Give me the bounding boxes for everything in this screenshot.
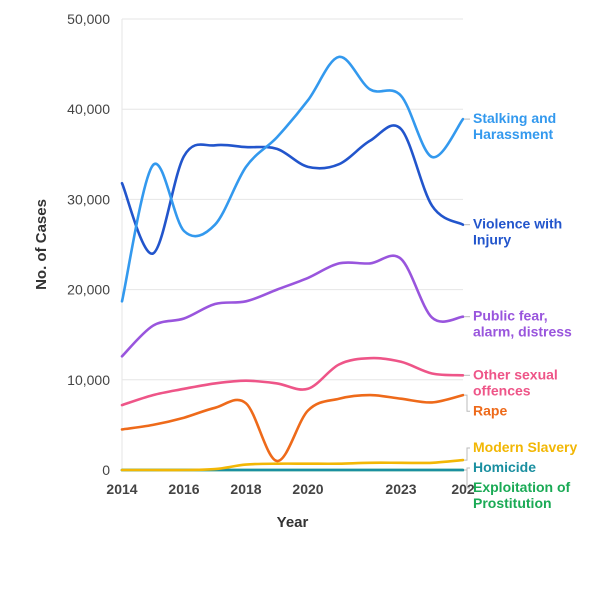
series-label-other-sexual-offences: offences — [473, 382, 531, 398]
label-connector-exploitation-of-prostitution — [464, 469, 470, 489]
x-tick-label: 2023 — [385, 481, 416, 497]
series-label-public-fear-alarm-distress: alarm, distress — [473, 324, 572, 340]
label-connector-modern-slavery — [464, 447, 470, 461]
x-tick-label: 2016 — [168, 481, 199, 497]
y-tick-label: 10,000 — [67, 372, 110, 388]
y-axis-ticks: 0 10,000 20,000 30,000 40,000 50,000 — [67, 11, 110, 478]
series-line-rape — [120, 393, 465, 463]
series-line-public-fear-alarm-distress — [120, 254, 465, 358]
series-label-stalking-and-harassment: Harassment — [473, 126, 553, 142]
series-line-violence-with-injury — [120, 124, 465, 255]
x-tick-label: 2020 — [292, 481, 323, 497]
series-lines — [120, 55, 465, 472]
gridlines — [121, 18, 463, 470]
x-tick-label: 2018 — [230, 481, 261, 497]
y-tick-label: 20,000 — [67, 282, 110, 298]
x-axis-title: Year — [277, 514, 309, 531]
series-label-stalking-and-harassment: Stalking and — [473, 110, 556, 126]
series-line-other-sexual-offences — [120, 356, 465, 407]
series-label-violence-with-injury: Injury — [473, 232, 511, 248]
x-tick-label: 2014 — [106, 481, 137, 497]
series-label-rape: Rape — [473, 402, 507, 418]
x-tick-label: 202 — [451, 481, 475, 497]
series-label-exploitation-of-prostitution: Exploitation of — [473, 479, 571, 495]
series-label-violence-with-injury: Violence with — [473, 216, 562, 232]
y-tick-label: 30,000 — [67, 191, 110, 207]
series-label-modern-slavery: Modern Slavery — [473, 439, 577, 455]
series-label-other-sexual-offences: Other sexual — [473, 366, 558, 382]
series-line-modern-slavery — [120, 458, 465, 472]
series-label-exploitation-of-prostitution: Prostitution — [473, 495, 552, 511]
label-connector-rape — [464, 394, 470, 412]
series-line-stalking-and-harassment — [120, 55, 465, 303]
y-tick-label: 50,000 — [67, 11, 110, 27]
x-axis-ticks: 2014 2016 2018 2020 2023 202 — [106, 481, 474, 497]
y-tick-label: 0 — [102, 462, 110, 478]
y-axis-title: No. of Cases — [33, 199, 50, 290]
series-label-homicide: Homicide — [473, 459, 536, 475]
y-tick-label: 40,000 — [67, 101, 110, 117]
series-label-public-fear-alarm-distress: Public fear, — [473, 308, 548, 324]
